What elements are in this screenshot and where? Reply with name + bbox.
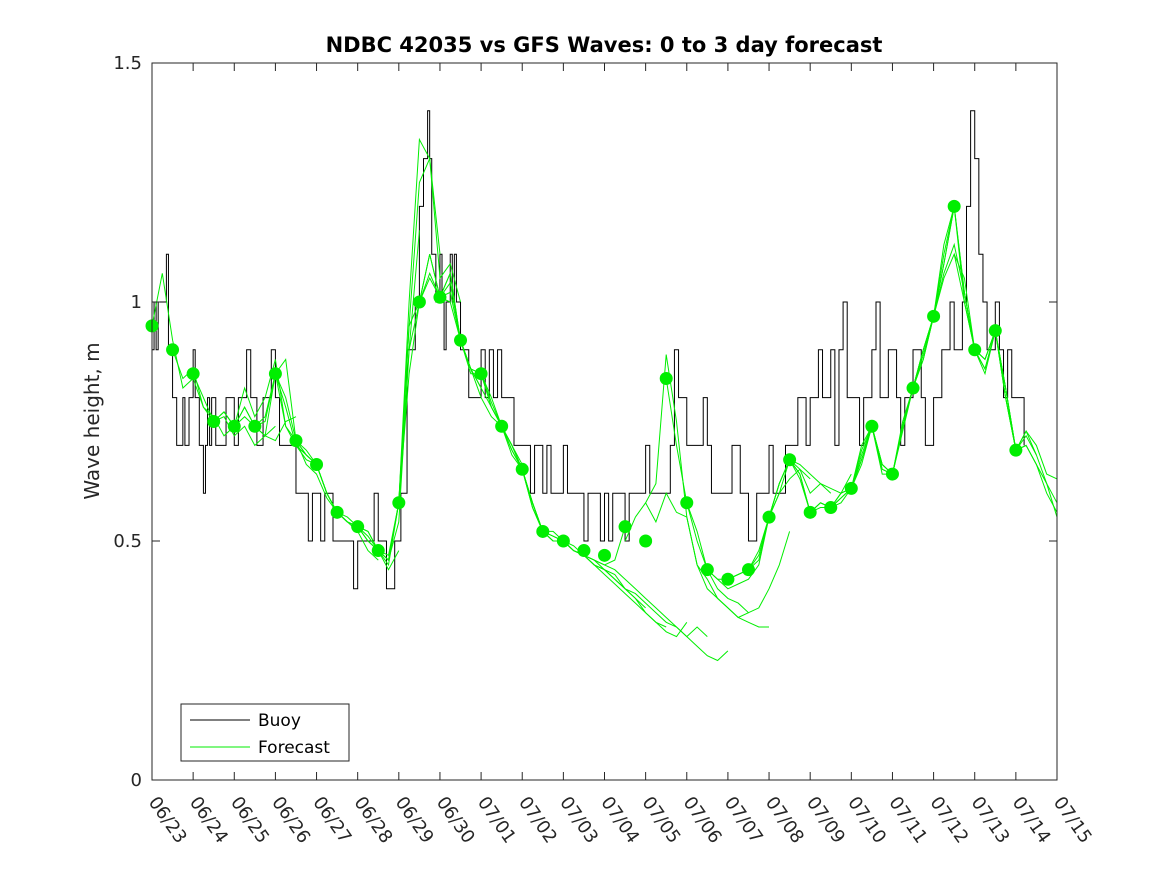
forecast-marker xyxy=(927,309,941,323)
x-tick-label: 06/29 xyxy=(391,793,438,848)
forecast-marker xyxy=(680,496,694,510)
forecast-marker xyxy=(166,343,180,357)
x-tick-label: 06/24 xyxy=(185,793,232,848)
x-tick-label: 06/30 xyxy=(432,793,479,848)
x-tick-label: 07/01 xyxy=(473,793,520,848)
forecast-marker xyxy=(598,548,611,562)
x-tick-label: 07/13 xyxy=(967,793,1014,848)
forecast-marker xyxy=(968,343,982,357)
forecast-marker xyxy=(639,534,653,548)
forecast-markers xyxy=(145,199,1023,586)
legend-buoy-label: Buoy xyxy=(258,711,301,731)
forecast-marker xyxy=(330,505,344,519)
x-tick-label: 06/26 xyxy=(267,793,314,848)
x-tick-label: 07/04 xyxy=(596,793,643,848)
forecast-marker xyxy=(947,199,961,213)
y-tick-label: 0.5 xyxy=(113,531,142,552)
buoy-series xyxy=(152,110,1025,590)
x-tick-label: 07/03 xyxy=(555,793,602,848)
forecast-marker xyxy=(289,434,303,448)
forecast-marker xyxy=(988,324,1002,338)
forecast-line xyxy=(645,491,769,628)
buoy-line xyxy=(152,110,1025,590)
forecast-marker xyxy=(412,295,426,309)
forecast-line xyxy=(604,564,729,662)
forecast-marker xyxy=(824,501,838,515)
forecast-marker xyxy=(351,520,365,534)
legend-box xyxy=(180,703,350,762)
x-tick-label: 06/28 xyxy=(350,793,397,848)
forecast-marker xyxy=(803,505,817,519)
forecast-marker xyxy=(577,544,591,558)
forecast-marker xyxy=(207,415,221,428)
forecast-marker xyxy=(618,520,632,534)
forecast-marker xyxy=(659,371,673,385)
x-tick-label: 07/07 xyxy=(720,793,767,848)
plot-background xyxy=(152,63,1057,780)
x-tick-label: 06/27 xyxy=(308,793,355,848)
forecast-marker xyxy=(741,563,755,577)
y-tick-label: 1 xyxy=(131,292,142,313)
forecast-marker xyxy=(700,563,714,577)
forecast-marker xyxy=(885,467,899,481)
forecast-marker xyxy=(556,534,570,548)
y-tick-label: 0 xyxy=(131,770,142,791)
x-tick-label: 07/09 xyxy=(802,793,849,848)
forecast-marker xyxy=(536,524,550,538)
x-tick-label: 07/15 xyxy=(1049,793,1096,848)
forecast-marker xyxy=(433,290,447,304)
forecast-marker xyxy=(783,453,797,467)
x-tick-label: 07/05 xyxy=(638,793,685,848)
forecast-marker xyxy=(392,496,406,510)
x-tick-label: 07/02 xyxy=(514,793,561,848)
forecast-marker xyxy=(865,419,879,433)
forecast-marker xyxy=(248,419,262,433)
x-tick-label: 06/23 xyxy=(144,793,191,848)
chart-title: NDBC 42035 vs GFS Waves: 0 to 3 day fore… xyxy=(326,33,883,57)
x-tick-label: 07/08 xyxy=(761,793,808,848)
forecast-marker xyxy=(844,481,858,495)
plot-area xyxy=(145,62,1058,781)
x-tick-label: 07/14 xyxy=(1008,793,1055,848)
forecast-marker xyxy=(906,381,920,395)
y-axis: 0 0.5 1 1.5 xyxy=(113,53,1057,791)
forecast-marker xyxy=(495,419,509,433)
forecast-marker xyxy=(310,458,324,472)
forecast-line xyxy=(994,330,1058,480)
forecast-marker xyxy=(762,510,776,524)
x-tick-label: 06/25 xyxy=(226,793,273,848)
legend-forecast-label: Forecast xyxy=(258,738,330,758)
forecast-marker xyxy=(454,333,468,347)
forecast-marker xyxy=(268,367,282,381)
forecast-marker xyxy=(227,419,241,433)
forecast-marker xyxy=(371,544,385,558)
x-tick-label: 07/12 xyxy=(925,793,972,848)
y-axis-label: Wave height, m xyxy=(80,342,104,499)
forecast-marker xyxy=(1009,443,1023,457)
forecast-marker xyxy=(186,367,200,381)
y-tick-label: 1.5 xyxy=(113,53,142,74)
forecast-marker xyxy=(515,462,529,476)
legend: Buoy Forecast xyxy=(180,703,350,762)
forecast-marker xyxy=(474,367,488,381)
x-tick-label: 07/11 xyxy=(884,793,931,848)
x-tick-label: 07/06 xyxy=(679,793,726,848)
x-tick-label: 07/10 xyxy=(843,793,890,848)
forecast-marker xyxy=(721,572,735,586)
